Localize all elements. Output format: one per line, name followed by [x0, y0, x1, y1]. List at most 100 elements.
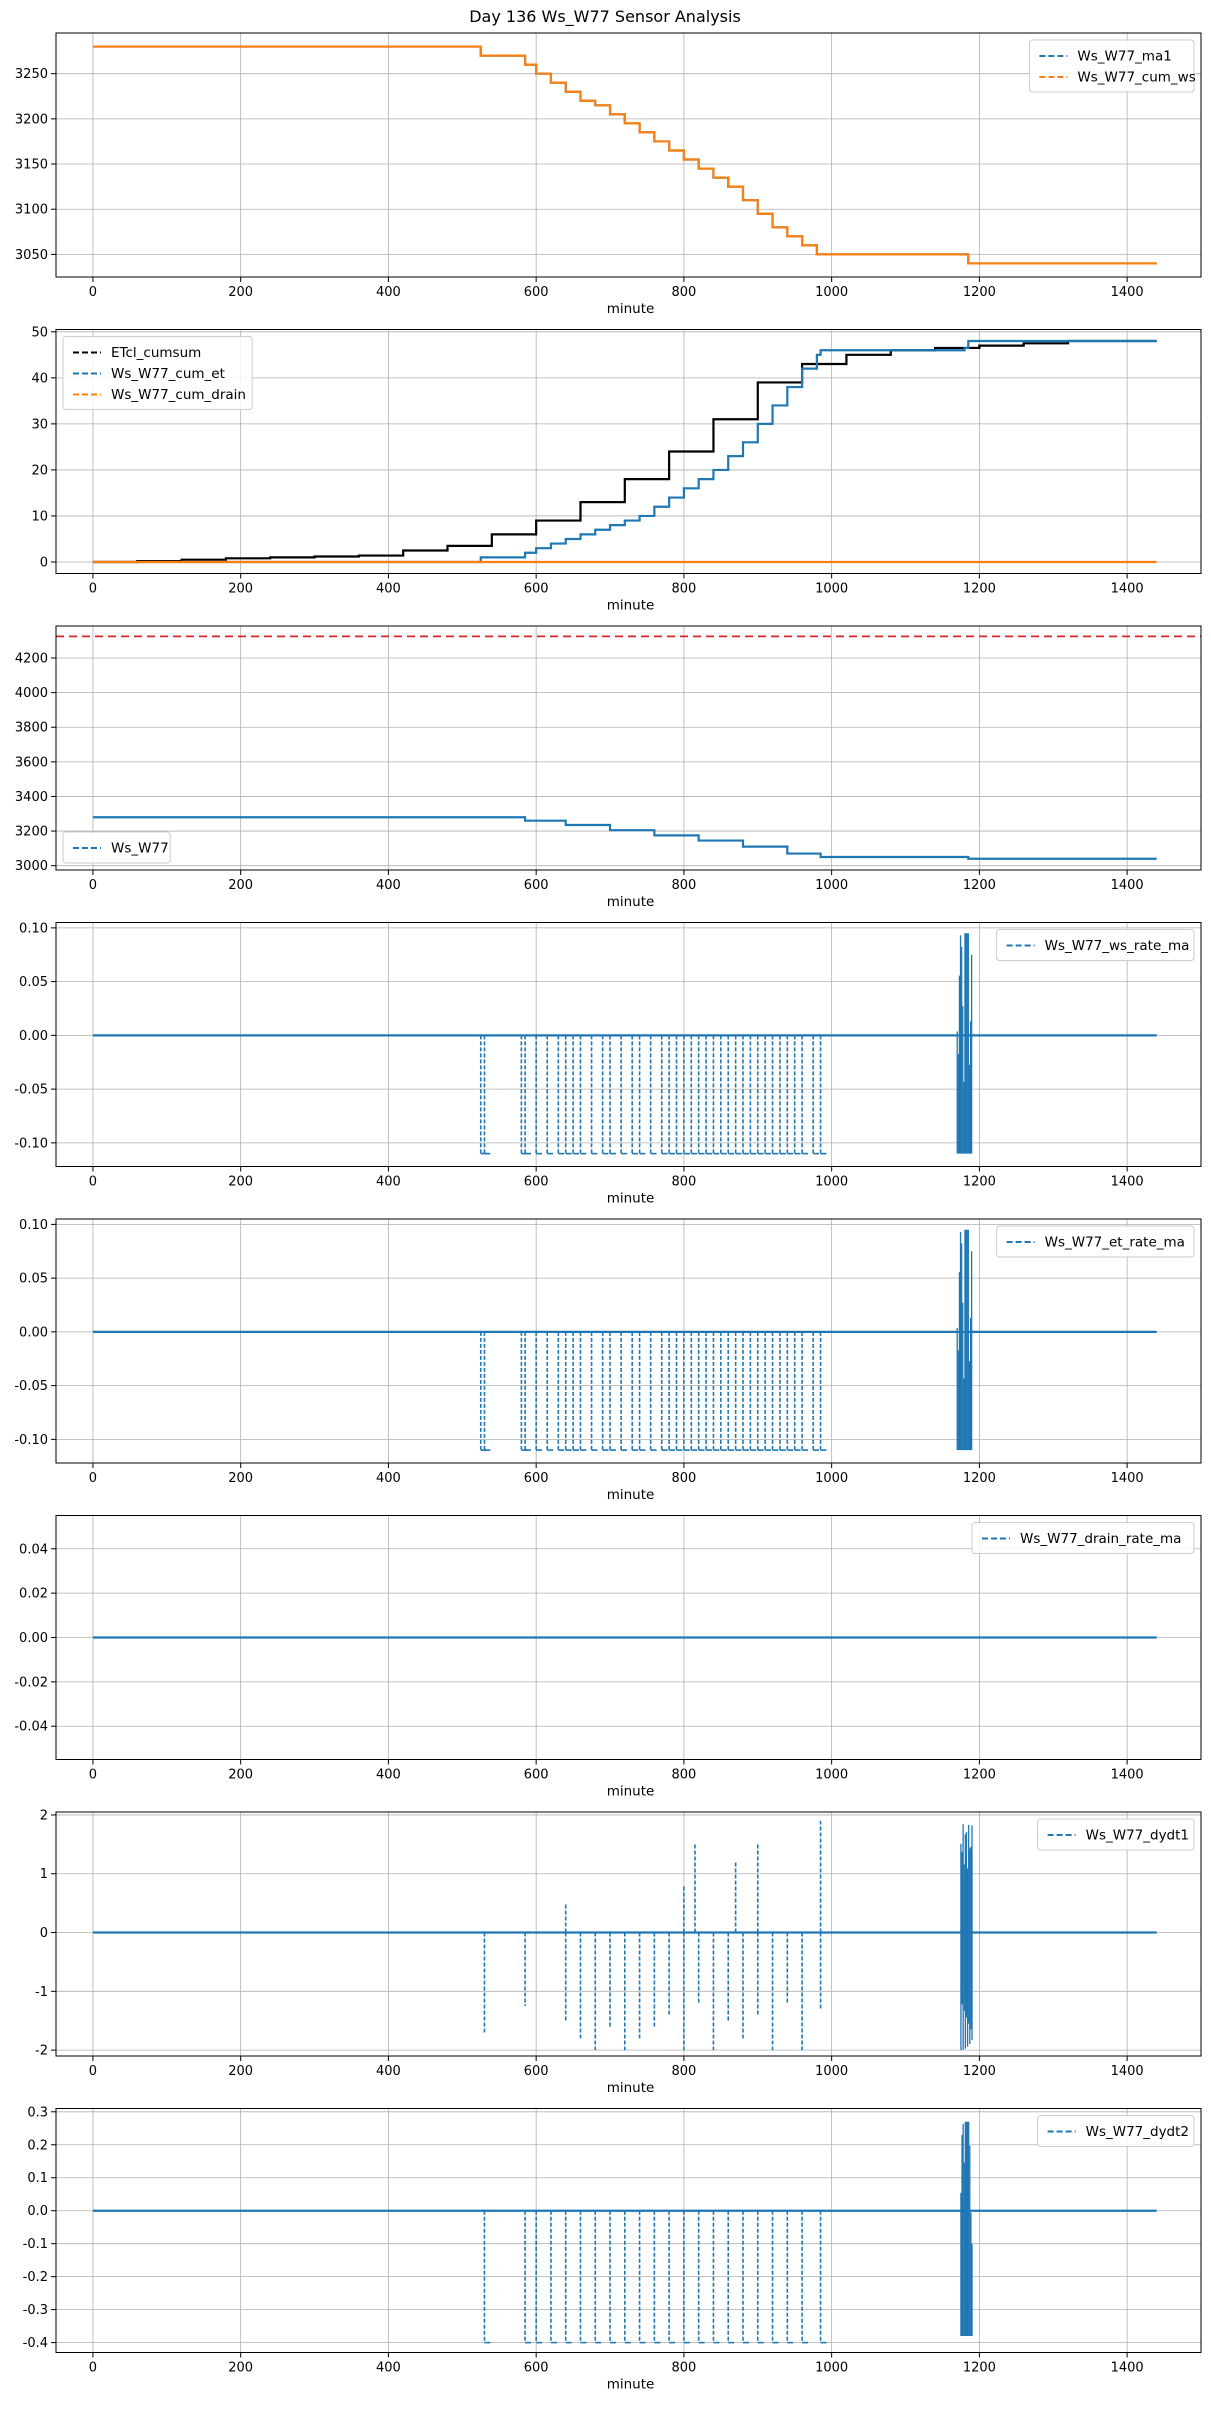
y-tick-label: 3150 [15, 158, 48, 173]
x-tick-label: 200 [228, 1471, 253, 1486]
x-tick-label: 600 [524, 285, 549, 300]
y-tick-label: 0 [40, 1926, 48, 1941]
x-tick-label: 1000 [815, 285, 848, 300]
x-tick-label: 800 [671, 582, 696, 597]
x-tick-label: 400 [376, 1768, 401, 1783]
y-tick-label: 3100 [15, 203, 48, 218]
legend: Ws_W77 [62, 831, 171, 864]
y-tick-label: 0.04 [19, 1542, 48, 1557]
x-tick-label: 400 [376, 2064, 401, 2079]
x-tick-label: 400 [376, 1471, 401, 1486]
x-tick-label: 1400 [1111, 1175, 1144, 1190]
x-tick-label: 1200 [963, 1175, 996, 1190]
legend-entry: Ws_W77_drain_rate_ma [1020, 1531, 1181, 1547]
y-tick-label: -2 [35, 2044, 48, 2059]
legend-entry: Ws_W77_dydt1 [1086, 1828, 1189, 1844]
y-tick-label: 3000 [15, 859, 48, 874]
y-tick-label: -1 [35, 1985, 48, 2000]
x-tick-label: 1000 [815, 878, 848, 893]
y-tick-label: 0.05 [19, 1272, 48, 1287]
axes-frame [55, 329, 1202, 574]
x-tick-label: 1200 [963, 2064, 996, 2079]
series-line-Ws_W77_cum_et [92, 339, 1157, 564]
y-tick-label: -0.02 [14, 1675, 48, 1690]
x-tick-label: 1000 [815, 2361, 848, 2376]
x-tick-label: 400 [376, 2361, 401, 2376]
y-tick-label: 0.02 [19, 1587, 48, 1602]
chart-panel-6: 0 200 400 600 800 1000 1200 1400 -0.04 -0.02 0.00 0… [14, 1515, 1202, 1800]
x-tick-label: 1400 [1111, 878, 1144, 893]
y-tick-label: 40 [31, 371, 48, 386]
axes-frame [55, 1811, 1202, 2057]
x-tick-label: 400 [376, 582, 401, 597]
x-tick-label: 800 [671, 285, 696, 300]
y-tick-label: 0.00 [19, 1029, 48, 1044]
x-tick-label: 800 [671, 1768, 696, 1783]
y-tick-label: 1 [40, 1867, 48, 1882]
x-tick-label: 800 [671, 2064, 696, 2079]
x-tick-label: 400 [376, 878, 401, 893]
y-tick-label: 0.0 [27, 2204, 48, 2219]
x-tick-label: 800 [671, 1471, 696, 1486]
axes-frame [55, 625, 1202, 871]
legend: Ws_W77_ws_rate_ma [996, 929, 1195, 961]
y-tick-label: -0.10 [14, 1136, 48, 1151]
x-tick-label: 200 [228, 1175, 253, 1190]
legend: Ws_W77_drain_rate_ma [971, 1522, 1195, 1554]
x-axis-label: minute [607, 301, 655, 317]
y-tick-label: -0.2 [23, 2270, 48, 2285]
x-tick-label: 0 [89, 2361, 97, 2376]
chart-panel-2: 0 200 400 600 800 1000 1200 1400 0 10 20 30 40 50 minu… [31, 325, 1202, 614]
x-tick-label: 400 [376, 1175, 401, 1190]
x-tick-label: 200 [228, 1768, 253, 1783]
plot-area [92, 933, 1157, 1155]
y-tick-label: 0.00 [19, 1631, 48, 1646]
series-line-Ws_W77 [92, 816, 1157, 860]
y-tick-label: 0.00 [19, 1325, 48, 1340]
x-tick-label: 1200 [963, 2361, 996, 2376]
legend: ETcl_cumsum Ws_W77_cum_et Ws_W77_cum_drain [62, 336, 253, 410]
axes-frame [55, 2108, 1202, 2353]
x-tick-label: 600 [524, 1471, 549, 1486]
axes-frame [55, 1218, 1202, 1464]
y-tick-label: 3050 [15, 248, 48, 263]
y-tick-label: 3800 [15, 721, 48, 736]
x-tick-label: 0 [89, 2064, 97, 2079]
x-tick-label: 1200 [963, 285, 996, 300]
y-tick-label: 3600 [15, 755, 48, 770]
legend-entry: Ws_W77_cum_ws [1077, 70, 1195, 86]
legend-entry: ETcl_cumsum [111, 345, 201, 361]
y-tick-label: 0.10 [19, 921, 48, 936]
x-tick-label: 400 [376, 285, 401, 300]
y-tick-label: 3400 [15, 790, 48, 805]
x-tick-label: 1200 [963, 1471, 996, 1486]
x-tick-label: 1400 [1111, 1471, 1144, 1486]
x-tick-label: 1400 [1111, 2064, 1144, 2079]
legend-entry: Ws_W77_ma1 [1077, 49, 1171, 65]
y-tick-label: -0.10 [14, 1433, 48, 1448]
chart-panel-3: 0 200 400 600 800 1000 1200 1400 3000 3200 3400 360… [15, 625, 1202, 910]
legend-entry: Ws_W77_cum_drain [111, 387, 246, 403]
x-tick-label: 200 [228, 878, 253, 893]
x-tick-label: 0 [89, 1175, 97, 1190]
y-tick-label: 0.2 [27, 2138, 48, 2153]
legend: Ws_W77_et_rate_ma [996, 1225, 1195, 1258]
x-tick-label: 1000 [815, 1471, 848, 1486]
x-axis-label: minute [607, 1191, 655, 1207]
x-axis-label: minute [607, 2080, 655, 2096]
x-tick-label: 600 [524, 1175, 549, 1190]
legend-entry: Ws_W77_dydt2 [1086, 2124, 1189, 2140]
legend-entry: Ws_W77_et_rate_ma [1045, 1235, 1185, 1251]
x-tick-label: 0 [89, 285, 97, 300]
legend: Ws_W77_ma1 Ws_W77_cum_ws [1028, 39, 1196, 93]
x-tick-label: 800 [671, 2361, 696, 2376]
y-tick-label: 4000 [15, 686, 48, 701]
y-tick-label: -0.05 [14, 1083, 48, 1098]
legend-entry: Ws_W77_cum_et [111, 366, 225, 382]
x-tick-label: 1200 [963, 878, 996, 893]
y-tick-label: 0 [40, 555, 48, 570]
legend: Ws_W77_dydt2 [1037, 2115, 1195, 2147]
y-tick-label: 3200 [15, 825, 48, 840]
x-tick-label: 1400 [1111, 2361, 1144, 2376]
y-tick-label: 0.10 [19, 1218, 48, 1233]
